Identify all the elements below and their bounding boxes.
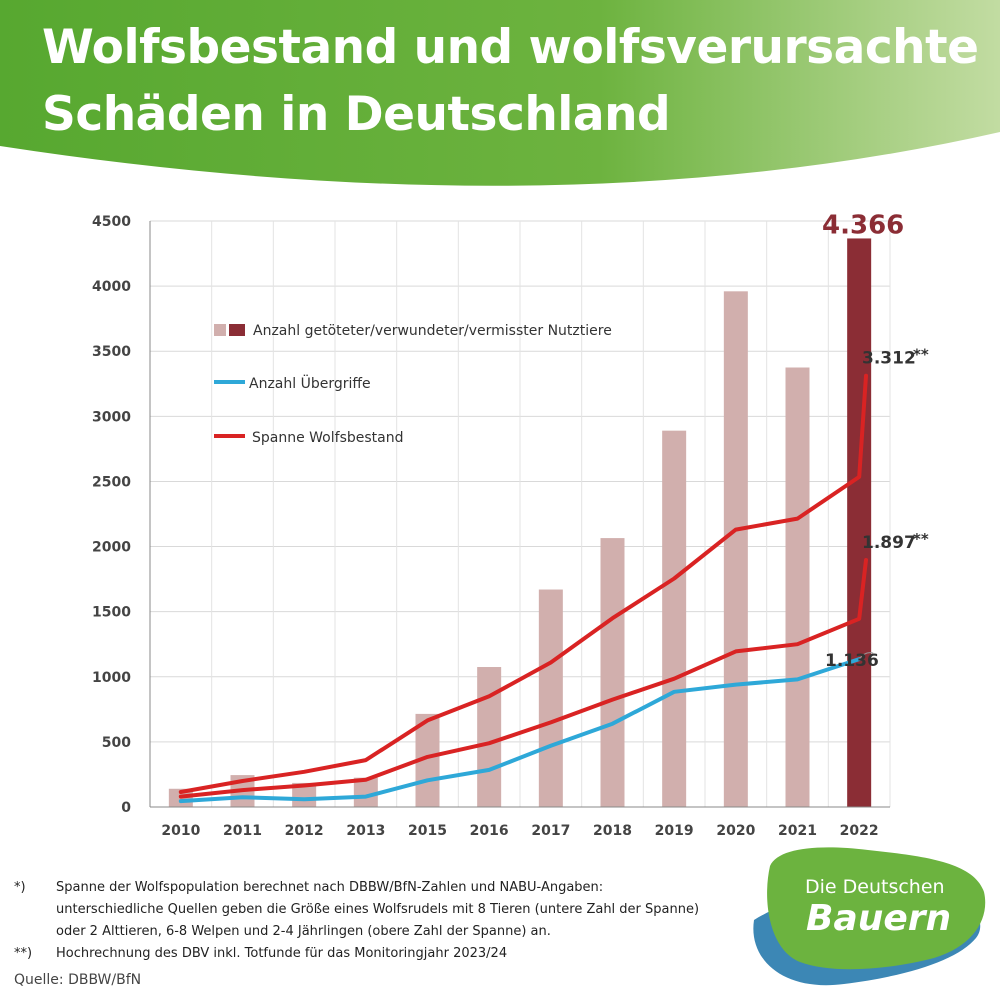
footnote-marker-1: *) xyxy=(14,880,26,895)
bar-2021 xyxy=(785,367,810,807)
footnote-1-line-1: Spanne der Wolfspopulation berechnet nac… xyxy=(56,880,604,895)
line-series-0 xyxy=(178,657,862,804)
x-tick-label-2021: 2021 xyxy=(778,823,817,839)
end-label-series-2: 1.897 xyxy=(862,533,916,553)
chart-title-line1: Wolfsbestand und wolfsverursachte xyxy=(42,20,979,75)
end-label-series-1: 3.312 xyxy=(862,349,916,369)
x-tick-label-2017: 2017 xyxy=(531,823,570,839)
bar-value-label-2022: 4.366 xyxy=(822,210,904,240)
y-tick-label-2500: 2500 xyxy=(92,474,131,490)
axes: 0 500 1000 1500 2000 2500 3000 3500 4000 4500 2010… xyxy=(92,214,890,839)
legend-label-attacks: Anzahl Übergriffe xyxy=(249,374,371,392)
x-tick-label-2018: 2018 xyxy=(593,823,632,839)
die-deutschen-bauern-logo xyxy=(753,847,986,986)
end-marker-series-2: ** xyxy=(913,530,929,548)
y-tick-label-2000: 2000 xyxy=(92,540,131,556)
y-tick-label-500: 500 xyxy=(102,735,131,751)
bar-2013 xyxy=(353,777,378,807)
logo-text-die-deutschen: Die Deutschen xyxy=(805,876,945,898)
y-tick-label-3500: 3500 xyxy=(92,344,131,360)
footnote-2-line-1: Hochrechnung des DBV inkl. Totfunde für … xyxy=(56,946,508,961)
header-banner xyxy=(0,0,1000,186)
logo-text-bauern: Bauern xyxy=(806,898,952,939)
x-tick-label-2016: 2016 xyxy=(470,823,509,839)
chart: 0 500 1000 1500 2000 2500 3000 3500 4000 4500 2010… xyxy=(92,210,929,839)
y-tick-label-1500: 1500 xyxy=(92,605,131,621)
lines xyxy=(178,373,868,804)
footnote-marker-2: **) xyxy=(14,946,33,961)
bar-2019 xyxy=(662,430,687,807)
y-tick-label-3000: 3000 xyxy=(92,409,131,425)
legend: Anzahl getöteter/verwundeter/vermisster … xyxy=(214,323,612,446)
x-tick-label-2019: 2019 xyxy=(655,823,694,839)
x-tick-label-2011: 2011 xyxy=(223,823,262,839)
chart-title-line2: Schäden in Deutschland xyxy=(42,87,671,142)
bar-2017 xyxy=(538,589,563,807)
bar-2022 xyxy=(847,238,872,808)
x-tick-label-2022: 2022 xyxy=(840,823,879,839)
bar-2016 xyxy=(477,667,502,807)
footnote-1-line-3: oder 2 Alttieren, 6-8 Welpen und 2-4 Jäh… xyxy=(56,924,551,939)
end-label-series-0: 1.136 xyxy=(825,651,879,671)
legend-label-bars: Anzahl getöteter/verwundeter/vermisster … xyxy=(253,323,612,339)
x-tick-label-2020: 2020 xyxy=(716,823,755,839)
legend-swatch-bars-light xyxy=(214,324,226,336)
y-tick-label-4500: 4500 xyxy=(92,214,131,230)
x-tick-label-2013: 2013 xyxy=(346,823,385,839)
line-series-2 xyxy=(178,558,868,799)
x-tick-label-2010: 2010 xyxy=(161,823,200,839)
source-note: Quelle: DBBW/BfN xyxy=(14,972,142,988)
line-series-1 xyxy=(178,373,868,794)
bar-2018 xyxy=(600,538,625,807)
bars xyxy=(168,238,872,808)
x-tick-label-2012: 2012 xyxy=(285,823,324,839)
y-tick-label-1000: 1000 xyxy=(92,670,131,686)
leader-line-series-0 xyxy=(858,652,874,660)
grid xyxy=(149,220,891,807)
legend-swatch-bars-dark xyxy=(229,324,245,336)
x-tick-label-2015: 2015 xyxy=(408,823,447,839)
end-marker-series-1: ** xyxy=(913,346,929,364)
y-tick-label-4000: 4000 xyxy=(92,279,131,295)
bar-2020 xyxy=(723,291,748,807)
y-tick-label-0: 0 xyxy=(121,800,131,816)
header-background xyxy=(0,0,1000,186)
footnote-1-line-2: unterschiedliche Quellen geben die Größe… xyxy=(56,902,700,917)
legend-label-wolf-range: Spanne Wolfsbestand xyxy=(252,430,403,446)
